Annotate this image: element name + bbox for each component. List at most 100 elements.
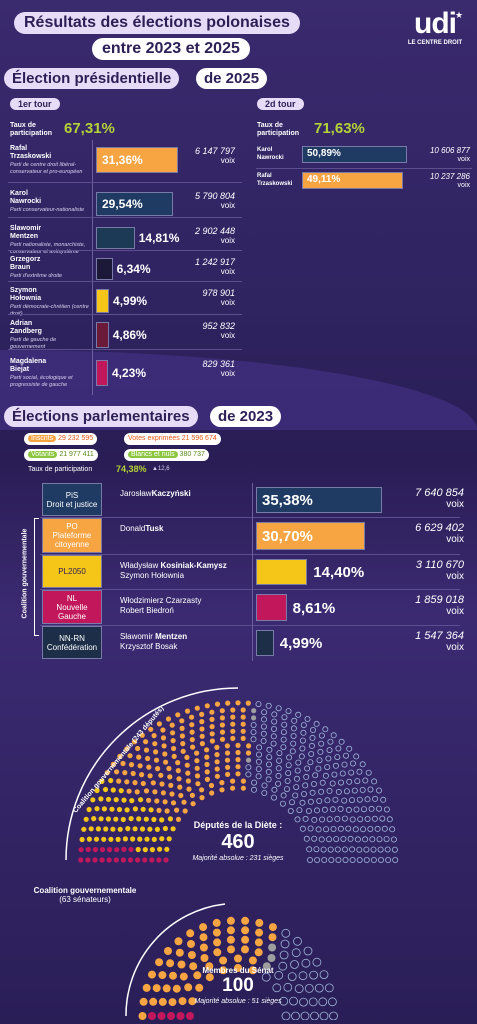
candidate-last-name: Zandberg: [10, 328, 42, 335]
seat-dot: [317, 748, 324, 755]
seat-dot: [174, 807, 180, 813]
seat-dot: [117, 753, 123, 759]
seat-dot: [83, 816, 89, 822]
seat-dot: [146, 764, 152, 770]
votes-word: voix: [220, 236, 235, 245]
candidate-last-name: Trzaskowski: [10, 153, 52, 160]
seat-dot: [280, 792, 287, 799]
seat-dot: [194, 773, 201, 779]
seat-dot: [135, 857, 141, 863]
udi-logo: udi LE CENTRE DROIT ★: [400, 7, 470, 47]
seat-dot: [324, 764, 331, 771]
party-votes: 6 629 402 voix: [400, 523, 464, 546]
seat-dot: [149, 857, 155, 863]
seat-dot: [193, 971, 202, 980]
seat-dot: [346, 745, 353, 752]
row-separator: [8, 281, 242, 282]
seat-dot: [363, 846, 370, 853]
seat-dot: [99, 778, 105, 784]
candidate-pct: 14,81%: [138, 231, 180, 245]
seat-dot: [392, 856, 399, 863]
seat-dot: [219, 780, 225, 786]
seat-dot: [194, 758, 200, 764]
seat-dot: [299, 799, 306, 806]
seat-dot: [230, 707, 236, 713]
candidate-bar: [96, 289, 110, 313]
seat-dot: [114, 847, 120, 853]
seat-dot: [265, 768, 272, 775]
party-separator: [40, 517, 460, 518]
seat-dot: [194, 750, 200, 756]
seat-dot: [332, 762, 339, 769]
seat-dot: [188, 997, 197, 1006]
seat-dot: [160, 727, 166, 733]
seat-dot: [212, 918, 221, 927]
seat-dot: [305, 807, 312, 814]
candidate-party: Parti de gauche de gouvernement: [10, 337, 57, 350]
seat-dot: [318, 788, 325, 795]
seat-dot: [168, 998, 177, 1007]
r2-votes: 10 606 877 voix: [412, 146, 470, 164]
seat-dot: [240, 707, 246, 713]
seat-dot: [175, 768, 181, 774]
seat-dot: [180, 748, 186, 754]
seat-dot: [176, 1012, 185, 1020]
seat-dot: [359, 787, 366, 794]
candidate-votes: 5 790 804 voix: [180, 192, 235, 211]
seat-dot: [369, 836, 376, 843]
seat-dot: [160, 735, 167, 741]
seat-dot: [132, 806, 138, 812]
seat-dot: [296, 807, 303, 814]
logo-name: udi: [414, 7, 457, 40]
leader-2: Robert Biedroń: [120, 606, 174, 615]
seat-dot: [185, 778, 191, 784]
party-fullname: Nouvelle Gauche: [56, 602, 88, 621]
seat-dot: [325, 755, 332, 762]
seat-dot: [127, 857, 134, 863]
seat-dot: [230, 778, 236, 784]
seat-dot: [184, 762, 190, 768]
seat-dot: [342, 752, 349, 759]
seat-dot: [260, 738, 267, 745]
seat-dot: [270, 740, 277, 747]
seat-dot: [375, 787, 382, 794]
seat-dot: [225, 764, 231, 770]
seat-dot: [357, 816, 364, 823]
seat-dot: [156, 721, 162, 727]
seat-dot: [262, 962, 271, 971]
senate-coalition-label: Coalition gouvernementale (63 sénateurs): [20, 886, 150, 904]
seat-dot: [169, 791, 175, 797]
seat-dot: [342, 856, 349, 863]
seat-dot: [309, 789, 316, 796]
seat-dot: [158, 772, 164, 778]
sejm-total: 460: [221, 831, 255, 853]
seat-dot: [311, 835, 318, 842]
seat-dot: [318, 732, 325, 739]
seat-dot: [162, 799, 168, 805]
badge-inscrits: Inscrits 29 232 595: [24, 433, 98, 445]
votes-word: voix: [220, 369, 235, 378]
seat-dot: [279, 996, 289, 1006]
seat-dot: [251, 708, 257, 714]
candidate-last-name: Mentzen: [10, 233, 38, 240]
seat-dot: [78, 857, 84, 863]
seat-dot: [166, 765, 172, 772]
seat-dot: [326, 747, 333, 754]
seat-dot: [163, 857, 169, 863]
seat-dot: [320, 846, 327, 853]
seat-dot: [162, 984, 171, 993]
candidate-votes: 978 901 voix: [180, 289, 235, 308]
party-abbr: PiS: [65, 490, 79, 500]
votes-number: 1 859 018: [415, 594, 464, 606]
seat-dot: [225, 700, 231, 706]
party-bar: [256, 522, 366, 550]
seat-dot: [265, 761, 272, 768]
candidate-party: Parti d'extrême droite: [10, 273, 63, 279]
seat-dot: [248, 966, 257, 975]
seat-dot: [209, 738, 215, 744]
leader-1: Sławomir Mentzen: [120, 632, 187, 642]
seat-dot: [128, 762, 135, 768]
seat-dot: [287, 972, 297, 981]
seat-dot: [286, 754, 293, 761]
coalition-vertical-label: Coalition gouvernementale: [21, 528, 29, 619]
